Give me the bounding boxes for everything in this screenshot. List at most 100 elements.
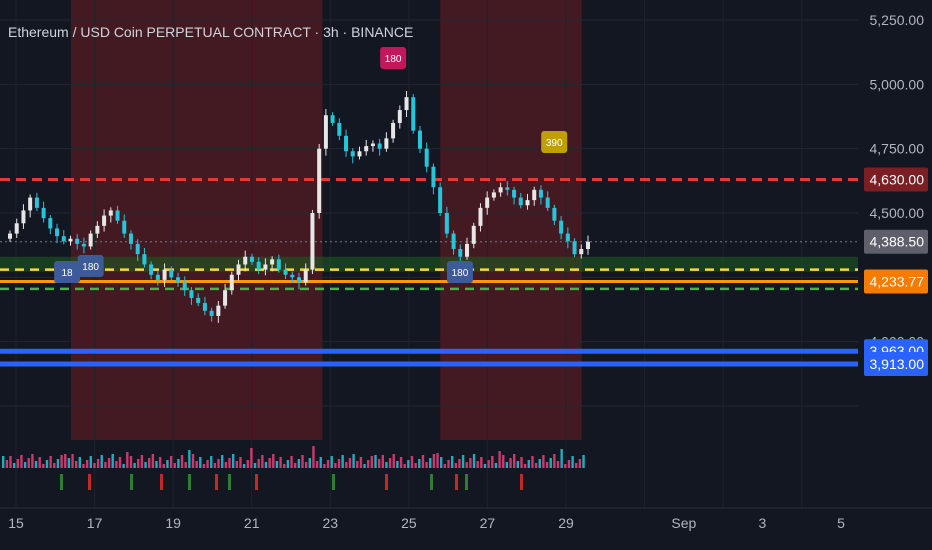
volume-bar-49 <box>180 455 184 468</box>
volume-bar-31 <box>115 461 118 468</box>
volume-bar-76 <box>279 457 282 468</box>
volume-bar-64 <box>235 461 238 468</box>
signal-bar-2 <box>130 474 133 490</box>
volume-bar-53 <box>195 461 198 468</box>
volume-bar-58 <box>213 463 217 468</box>
candle-body-39 <box>270 259 275 265</box>
candle-body-77 <box>525 200 530 206</box>
volume-bar-103 <box>377 459 381 468</box>
candle-body-28 <box>196 297 201 304</box>
candle-body-74 <box>505 187 510 190</box>
candle-body-68 <box>465 243 470 257</box>
resistance-tag-text: 4,630.00 <box>870 172 925 188</box>
candle-body-41 <box>283 269 288 275</box>
candle-body-11 <box>81 243 86 247</box>
signal-bar-4 <box>188 474 191 490</box>
volume-bar-14 <box>53 463 56 468</box>
volume-bar-130 <box>476 461 479 468</box>
candle-body-84 <box>572 241 577 255</box>
yellow-label-box <box>541 131 568 153</box>
volume-bar-5 <box>20 455 23 468</box>
volume-bar-11 <box>42 464 45 468</box>
volume-bar-59 <box>217 459 220 468</box>
candle-body-19 <box>135 243 140 255</box>
volume-bar-94 <box>345 462 348 468</box>
volume-bar-91 <box>334 463 337 468</box>
time-axis-panel[interactable] <box>0 508 932 550</box>
candle-body-16 <box>115 210 120 221</box>
signal-bar-5 <box>215 474 218 490</box>
volume-bar-42 <box>155 461 158 468</box>
candle-body-64 <box>438 187 443 213</box>
shaded-sessions <box>71 0 582 440</box>
level-orange-tag-text: 4,233.77 <box>870 274 925 290</box>
volume-bar-24 <box>89 456 92 468</box>
top-label-box <box>380 47 407 69</box>
candle-body-78 <box>532 189 537 201</box>
volume-bar-48 <box>177 459 180 468</box>
candle-body-76 <box>518 197 523 206</box>
volume-bar-65 <box>239 457 242 468</box>
mid-label-1-text: 180 <box>82 262 99 273</box>
right-label-1-text: 180 <box>452 268 469 279</box>
volume-bar-106 <box>388 458 392 468</box>
level-blue-2-tag-text: 3,913.00 <box>870 356 925 372</box>
volume-bar-34 <box>126 452 129 468</box>
volume-bar-134 <box>491 456 494 468</box>
volume-bar-54 <box>199 457 202 468</box>
candle-body-21 <box>149 264 154 275</box>
volume-bar-152 <box>556 461 560 468</box>
support-zone <box>0 256 858 272</box>
volume-bar-128 <box>469 458 472 468</box>
volume-bar-67 <box>246 460 249 468</box>
candle-body-35 <box>243 256 248 265</box>
candle-body-66 <box>451 233 456 250</box>
candle-body-52 <box>357 151 362 157</box>
volume-bar-100 <box>367 460 370 468</box>
volume-bar-129 <box>472 454 476 468</box>
volume-bar-151 <box>553 454 556 468</box>
volume-bar-137 <box>502 455 505 468</box>
volume-bar-150 <box>549 458 552 468</box>
volume-bar-110 <box>403 464 406 468</box>
price-levels <box>0 178 858 367</box>
volume-bar-13 <box>49 456 52 468</box>
x-tick-7: 29 <box>558 515 574 531</box>
volume-bar-70 <box>257 459 260 468</box>
volume-bar-119 <box>436 453 439 468</box>
mid-label-1-box <box>77 255 104 277</box>
volume-bars <box>2 446 585 490</box>
candle-body-3 <box>28 197 33 211</box>
volume-bar-144 <box>527 460 530 468</box>
candle-body-14 <box>102 215 107 226</box>
signal-bar-12 <box>465 474 468 490</box>
volume-bar-133 <box>487 460 490 468</box>
price-axis-panel[interactable] <box>858 0 932 508</box>
x-tick-6: 27 <box>480 515 496 531</box>
signal-bar-9 <box>385 474 388 490</box>
volume-bar-27 <box>100 455 103 468</box>
volume-bar-132 <box>483 464 487 468</box>
volume-bar-36 <box>133 463 136 468</box>
volume-bar-153 <box>560 449 563 468</box>
volume-bar-56 <box>206 460 209 468</box>
volume-bar-90 <box>330 456 333 468</box>
volume-bar-74 <box>272 454 275 468</box>
volume-bar-86 <box>315 461 319 468</box>
signal-bar-11 <box>455 474 458 490</box>
volume-bar-157 <box>575 463 578 468</box>
volume-bar-75 <box>275 461 279 468</box>
volume-bar-17 <box>64 454 67 468</box>
volume-bar-127 <box>465 462 468 468</box>
volume-bar-87 <box>319 457 322 468</box>
y-tick-1: 5,000.00 <box>870 76 925 92</box>
volume-bar-50 <box>184 462 187 468</box>
volume-bar-10 <box>38 457 41 468</box>
volume-bar-57 <box>210 456 213 468</box>
volume-bar-39 <box>144 462 147 468</box>
volume-bar-62 <box>228 458 231 468</box>
volume-bar-117 <box>429 458 432 468</box>
candle-body-53 <box>364 146 369 152</box>
volume-bar-93 <box>341 455 344 468</box>
